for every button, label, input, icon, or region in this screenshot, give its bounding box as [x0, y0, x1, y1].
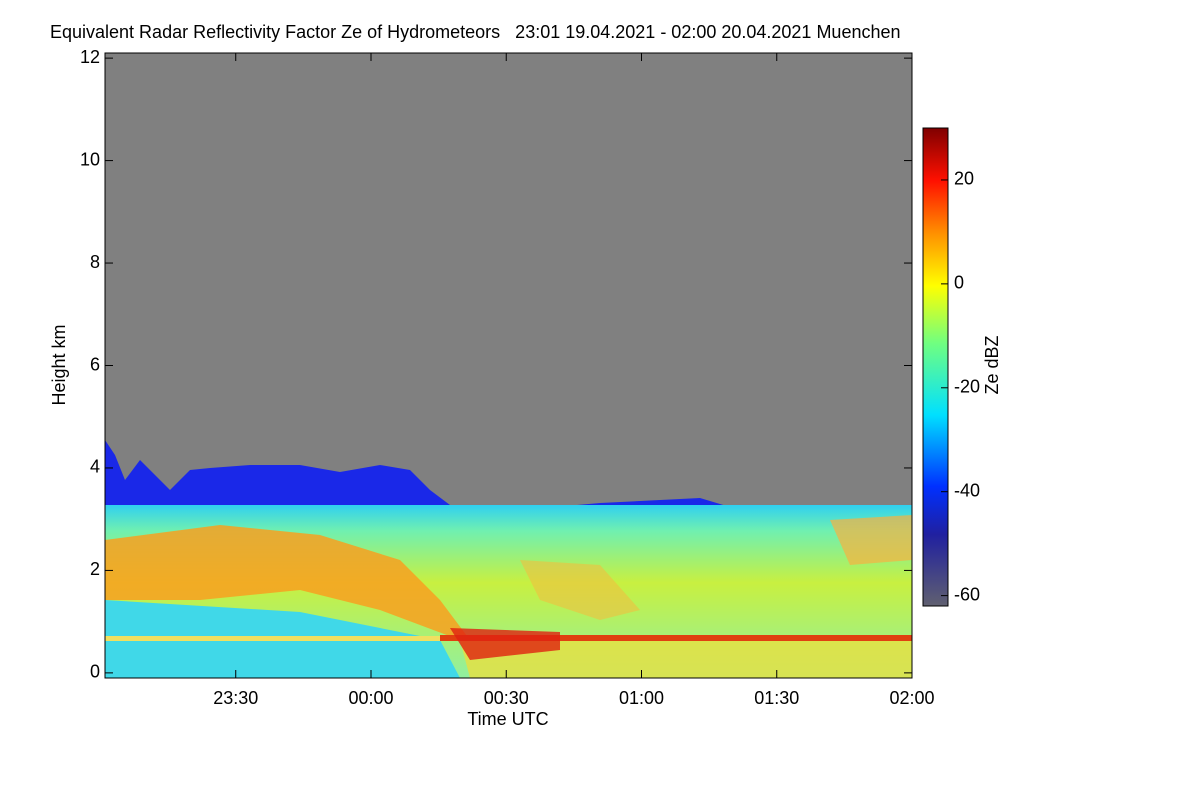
- heatmap: [105, 53, 912, 678]
- y-tick-label: 8: [90, 252, 100, 272]
- x-tick-label: 00:00: [348, 688, 393, 708]
- y-tick-label: 2: [90, 559, 100, 579]
- colorbar-tick-label: -60: [954, 584, 980, 604]
- x-tick-label: 01:30: [754, 688, 799, 708]
- colorbar-tick-label: -20: [954, 377, 980, 397]
- x-tick-label: 01:00: [619, 688, 664, 708]
- y-tick-label: 10: [80, 149, 100, 169]
- colorbar-label: Ze dBZ: [982, 335, 1002, 394]
- x-tick-label: 00:30: [484, 688, 529, 708]
- y-tick-label: 6: [90, 354, 100, 374]
- y-tick-label: 12: [80, 47, 100, 67]
- x-tick-label: 02:00: [889, 688, 934, 708]
- y-tick-label: 0: [90, 662, 100, 682]
- x-tick-label: 23:30: [213, 688, 258, 708]
- chart-title: Equivalent Radar Reflectivity Factor Ze …: [50, 22, 901, 42]
- y-tick-label: 4: [90, 457, 100, 477]
- colorbar-tick-label: 20: [954, 169, 974, 189]
- colorbar-tick-label: -40: [954, 480, 980, 500]
- colorbar-tick-label: 0: [954, 273, 964, 293]
- x-axis-label: Time UTC: [467, 709, 548, 729]
- colorbar: [922, 127, 949, 607]
- y-axis-label: Height km: [49, 324, 69, 405]
